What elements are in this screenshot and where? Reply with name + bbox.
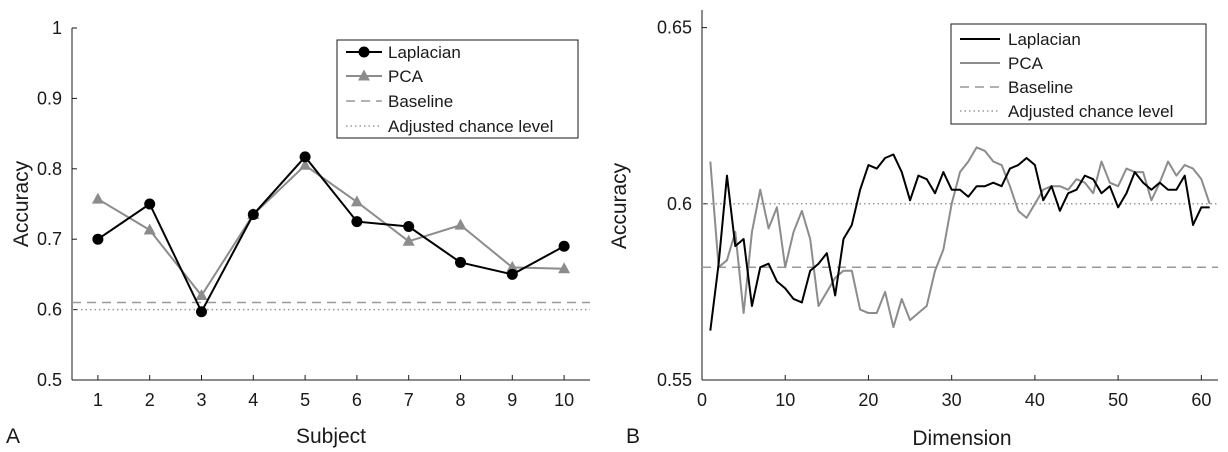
panel-b-x-tick-label: 30 xyxy=(942,390,962,410)
panel-a-x-tick-label: 2 xyxy=(145,390,155,410)
panel-a-laplacian-point xyxy=(299,151,311,163)
panel-a-laplacian-point xyxy=(92,233,104,245)
panel-a-legend-label-laplacian: Laplacian xyxy=(388,43,461,62)
panel-a-laplacian-point xyxy=(403,221,415,233)
panel-a-x-tick-label: 3 xyxy=(196,390,206,410)
panel-a-letter: A xyxy=(6,425,20,448)
panel-a-x-ticks: 1 2 3 4 5 6 7 8 9 10 xyxy=(93,375,574,410)
panel-a-pca-point xyxy=(350,195,363,207)
panel-a-y-tick-label: 0.7 xyxy=(37,229,62,249)
panel-b-y-tick-label: 0.6 xyxy=(667,194,692,214)
panel-a-laplacian-point xyxy=(196,306,207,318)
panel-a-legend-label-pca: PCA xyxy=(388,67,424,86)
panel-b-x-tick-label: 40 xyxy=(1025,390,1045,410)
panel-b-y-tick-label: 0.65 xyxy=(657,18,692,38)
panel-b-y-tick-label: 0.55 xyxy=(657,370,692,390)
panel-a-pca-point xyxy=(299,158,312,170)
panel-a-legend-label-baseline: Baseline xyxy=(388,92,453,111)
panel-a-x-tick-label: 9 xyxy=(507,390,517,410)
panel-a-laplacian-point xyxy=(455,256,466,268)
panel-a-laplacian-line xyxy=(97,155,565,314)
panel-a-x-tick-label: 5 xyxy=(300,390,310,410)
panel-a-legend: Laplacian PCA Baseline Adjusted chance l… xyxy=(336,39,579,139)
panel-b-pca-line xyxy=(709,146,1211,329)
panel-a-laplacian-point xyxy=(558,240,570,252)
panel-b-chart: 0 10 20 30 40 50 60 0.55 0.6 0.65 Dimension Accu… xyxy=(608,10,1218,450)
panel-b-x-tick-label: 60 xyxy=(1191,390,1211,410)
panel-a-pca-point xyxy=(558,262,571,274)
panel-a-pca-point xyxy=(506,260,519,272)
panel-b-legend-label-baseline: Baseline xyxy=(1008,78,1073,97)
panel-a-x-tick-label: 6 xyxy=(352,390,362,410)
panel-b-letter: B xyxy=(626,425,640,448)
panel-a-x-tick-label: 8 xyxy=(455,390,465,410)
panel-a-chart: 1 2 3 4 5 6 7 8 9 10 0.5 0.6 0.7 0.8 0.9 1 Subject Acc… xyxy=(6,18,590,448)
panel-a-y-tick-label: 0.6 xyxy=(37,300,62,320)
panel-b-x-tick-label: 20 xyxy=(858,390,878,410)
panel-b-y-ticks: 0.55 0.6 0.65 xyxy=(657,18,707,390)
panel-a-y-tick-label: 1 xyxy=(52,18,62,38)
panel-a-pca-line xyxy=(97,163,565,298)
panel-a-pca-point xyxy=(143,223,156,235)
panel-b-x-tick-label: 0 xyxy=(697,390,707,410)
panel-a-y-tick-label: 0.5 xyxy=(37,370,62,390)
panel-a-legend-marker-pca xyxy=(358,69,370,81)
panel-a-y-axis-label: Accuracy xyxy=(10,160,33,247)
panel-a-pca-point xyxy=(195,289,208,301)
panel-a-x-tick-label: 10 xyxy=(554,390,574,410)
panel-a-x-tick-label: 1 xyxy=(93,390,103,410)
panel-a-pca-point xyxy=(91,192,104,204)
panel-a-pca-point xyxy=(454,218,467,230)
panel-a-y-ticks: 0.5 0.6 0.7 0.8 0.9 1 xyxy=(37,18,77,390)
panel-b-series-group xyxy=(702,146,1218,331)
panel-b-x-ticks: 0 10 20 30 40 50 60 xyxy=(697,375,1211,410)
panel-b-legend-box xyxy=(950,23,1207,125)
panel-a-laplacian-point xyxy=(144,198,156,210)
panel-a-x-axis-label: Subject xyxy=(296,425,366,448)
panel-b-x-axis-label: Dimension xyxy=(912,427,1011,450)
panel-a-series-group xyxy=(72,151,590,318)
panel-a-legend-box xyxy=(336,39,579,139)
panel-b-y-axis-label: Accuracy xyxy=(608,162,631,249)
panel-a-pca-point xyxy=(402,234,415,246)
panel-b-x-tick-label: 50 xyxy=(1108,390,1128,410)
panel-a-laplacian-point xyxy=(351,216,363,228)
panel-b-x-tick-label: 10 xyxy=(775,390,795,410)
panel-a-legend-marker-laplacian xyxy=(358,46,370,58)
panel-b-legend-label-pca: PCA xyxy=(1008,54,1044,73)
panel-b-legend-label-laplacian: Laplacian xyxy=(1008,30,1081,49)
panel-a-y-tick-label: 0.9 xyxy=(37,88,62,108)
panel-a-laplacian-point xyxy=(506,268,518,280)
panel-a-laplacian-point xyxy=(247,209,259,221)
panel-b-legend: Laplacian PCA Baseline Adjusted chance l… xyxy=(950,23,1207,125)
panel-a-legend-label-chance: Adjusted chance level xyxy=(388,117,553,136)
panel-a-x-tick-label: 7 xyxy=(404,390,414,410)
panel-a-x-tick-label: 4 xyxy=(248,390,258,410)
panel-b-laplacian-line xyxy=(709,153,1210,331)
panel-b-legend-label-chance: Adjusted chance level xyxy=(1008,102,1173,121)
panel-a-y-tick-label: 0.8 xyxy=(37,159,62,179)
